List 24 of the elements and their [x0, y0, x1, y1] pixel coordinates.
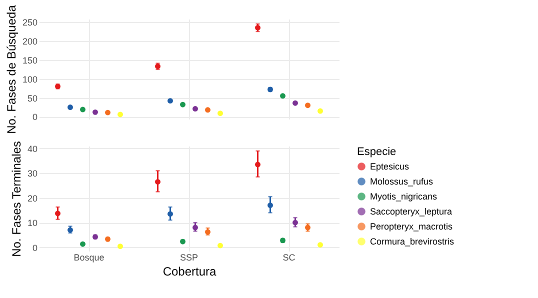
x-tick-label: SSP: [180, 252, 198, 262]
y-tick-label: 0: [32, 112, 38, 122]
y-axis-title: No. Fases de Búsqueda: [4, 4, 18, 134]
y-tick-label: 30: [27, 168, 38, 179]
y-tick-label: 250: [22, 18, 38, 28]
legend-label: Cormura_brevirostris: [370, 236, 455, 246]
legend-label: Saccopteryx_leptura: [370, 206, 452, 216]
y-axis-title: No. Fases Terminales: [9, 141, 24, 257]
y-tick-label: 150: [22, 55, 38, 66]
y-tick-label: 20: [27, 193, 38, 204]
x-tick-label: Bosque: [74, 252, 104, 262]
y-tick-label: 100: [22, 74, 38, 84]
x-axis-title: Cobertura: [162, 264, 216, 278]
y-tick-label: 200: [22, 36, 38, 46]
legend-label: Molossus_rufus: [370, 176, 434, 186]
legend-label: Eptesicus: [370, 162, 410, 172]
y-tick-label: 40: [27, 144, 38, 154]
legend-label: Myotis_nigricans: [370, 192, 438, 202]
legend-label: Peropteryx_macrotis: [370, 222, 454, 232]
y-tick-label: 0: [32, 242, 38, 253]
x-tick-label: SC: [282, 252, 296, 262]
y-tick-label: 10: [27, 218, 38, 228]
y-tick-label: 50: [27, 93, 38, 104]
legend-title: Especie: [357, 146, 396, 158]
